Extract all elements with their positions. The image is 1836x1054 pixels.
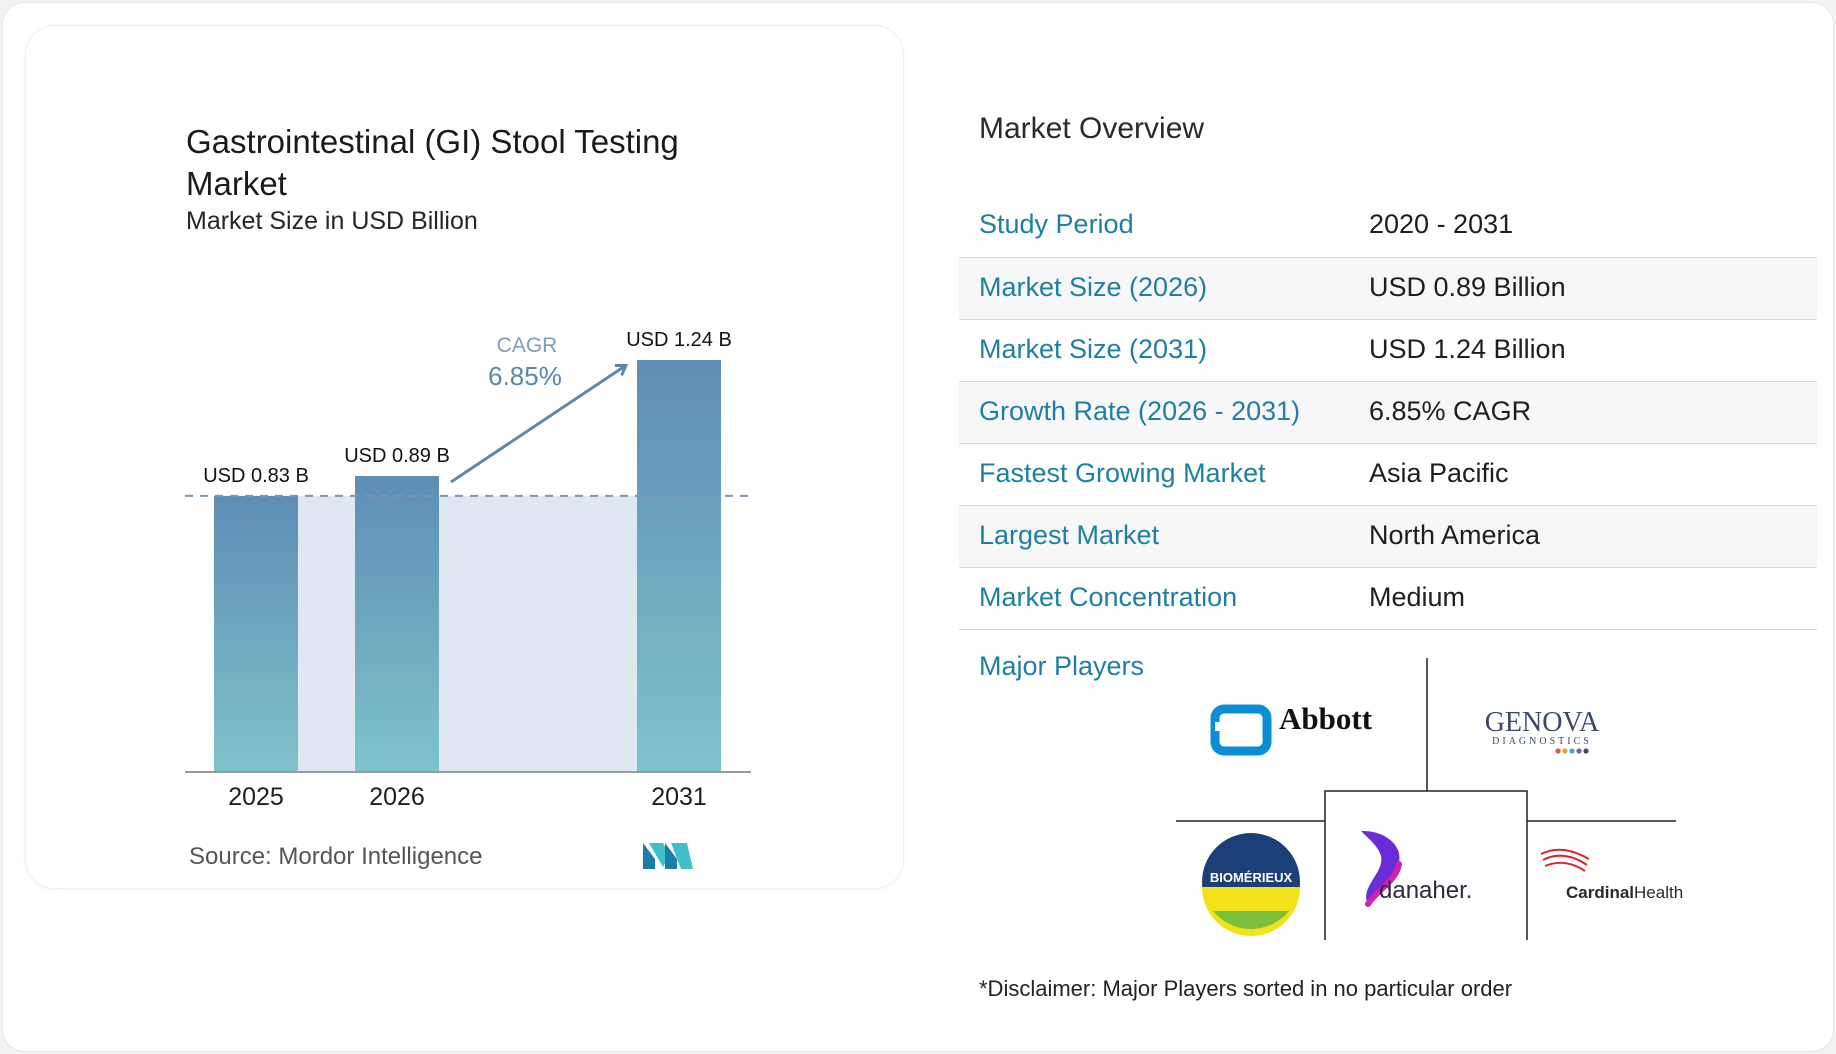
cardinal-health-logo-icon: CardinalHealth xyxy=(1540,848,1683,902)
overview-row-market-concentration: Market Concentration Medium xyxy=(959,568,1817,630)
cardinal-logo-text-a: Cardinal xyxy=(1566,883,1634,902)
abbott-logo-icon: Abbott xyxy=(1210,701,1373,756)
overview-row-fastest-growing: Fastest Growing Market Asia Pacific xyxy=(959,444,1817,506)
overview-label: Market Size (2031) xyxy=(979,334,1208,364)
cagr-arrow xyxy=(450,366,625,484)
genova-logo-text: GENOVA xyxy=(1485,707,1600,738)
abbott-logo-text: Abbott xyxy=(1279,701,1373,736)
chart-title: Gastrointestinal (GI) Stool Testing Mark… xyxy=(186,123,679,202)
cagr-label: CAGR xyxy=(497,334,558,357)
overview-row-market-size-2031: Market Size (2031) USD 1.24 Billion xyxy=(959,320,1817,382)
overview-value: Asia Pacific xyxy=(1369,458,1509,488)
bar-chart: USD 0.83 B 2025 USD 0.89 B 2026 USD 1.24 B 20… xyxy=(185,329,755,811)
mordor-intelligence-logo-icon xyxy=(643,843,693,869)
chart-subtitle: Market Size in USD Billion xyxy=(186,207,478,235)
overview-label: Market Concentration xyxy=(979,582,1238,612)
biomerieux-logo-icon: BIOMÉRIEUX xyxy=(1202,833,1300,936)
overview-label: Growth Rate (2026 - 2031) xyxy=(979,396,1301,426)
overview-value: 2020 - 2031 xyxy=(1369,209,1514,239)
overview-row-growth-rate: Growth Rate (2026 - 2031) 6.85% CAGR xyxy=(959,382,1817,444)
overview-value: USD 1.24 Billion xyxy=(1369,334,1566,364)
cagr-value: 6.85% xyxy=(488,361,562,391)
major-players-logo-grid: Abbott GENOVA DIAGNOSTICS BIOMÉRIEUX dan… xyxy=(1176,658,1683,940)
danaher-logo-icon: danaher. xyxy=(1361,830,1472,907)
x-tick-label-2025: 2025 xyxy=(228,783,284,811)
data-label-2026: USD 0.89 B xyxy=(344,445,450,467)
overview-value: North America xyxy=(1369,520,1541,550)
overview-row-market-size-2026: Market Size (2026) USD 0.89 Billion xyxy=(959,258,1817,320)
bar-2031 xyxy=(637,360,721,771)
overview-label: Fastest Growing Market xyxy=(979,458,1266,488)
bar-2026 xyxy=(355,476,439,771)
overview-value: USD 0.89 Billion xyxy=(1369,272,1566,302)
overview-value: Medium xyxy=(1369,582,1466,612)
overview-label: Market Size (2026) xyxy=(979,272,1208,302)
overview-row-study-period: Study Period 2020 - 2031 xyxy=(959,195,1817,258)
grid-divider xyxy=(1324,790,1528,940)
cardinal-logo-text-b: Health xyxy=(1634,883,1683,902)
x-tick-label-2031: 2031 xyxy=(651,783,707,811)
data-label-2031: USD 1.24 B xyxy=(626,329,732,351)
svg-text:CardinalHealth: CardinalHealth xyxy=(1566,883,1683,902)
market-overview-title: Market Overview xyxy=(979,112,1205,145)
genova-logo-icon: GENOVA DIAGNOSTICS xyxy=(1485,707,1600,754)
source-note: Source: Mordor Intelligence xyxy=(189,843,483,870)
bar-2025 xyxy=(214,495,298,771)
genova-logo-subtext: DIAGNOSTICS xyxy=(1492,736,1592,747)
overview-row-largest-market: Largest Market North America xyxy=(959,506,1817,568)
overview-value: 6.85% CAGR xyxy=(1369,396,1532,426)
biomerieux-logo-text: BIOMÉRIEUX xyxy=(1210,870,1293,885)
overview-label: Study Period xyxy=(979,209,1134,239)
overview-label: Largest Market xyxy=(979,520,1160,550)
baseline-band xyxy=(256,495,679,771)
data-label-2025: USD 0.83 B xyxy=(203,465,309,487)
danaher-logo-text: danaher. xyxy=(1379,877,1472,904)
major-players-title: Major Players xyxy=(979,651,1145,681)
market-overview-table: Study Period 2020 - 2031 Market Size (20… xyxy=(959,195,1817,630)
x-tick-label-2026: 2026 xyxy=(369,783,425,811)
disclaimer-note: *Disclaimer: Major Players sorted in no … xyxy=(979,976,1513,1001)
